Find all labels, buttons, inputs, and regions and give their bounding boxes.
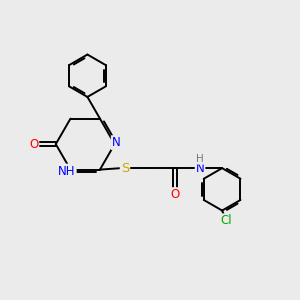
Text: H: H [196,154,204,164]
Text: NH: NH [58,165,76,178]
Text: N: N [112,136,121,149]
Text: S: S [121,162,129,175]
Text: N: N [196,162,204,175]
Text: O: O [29,138,38,151]
Text: Cl: Cl [221,214,232,227]
Text: O: O [170,188,180,201]
